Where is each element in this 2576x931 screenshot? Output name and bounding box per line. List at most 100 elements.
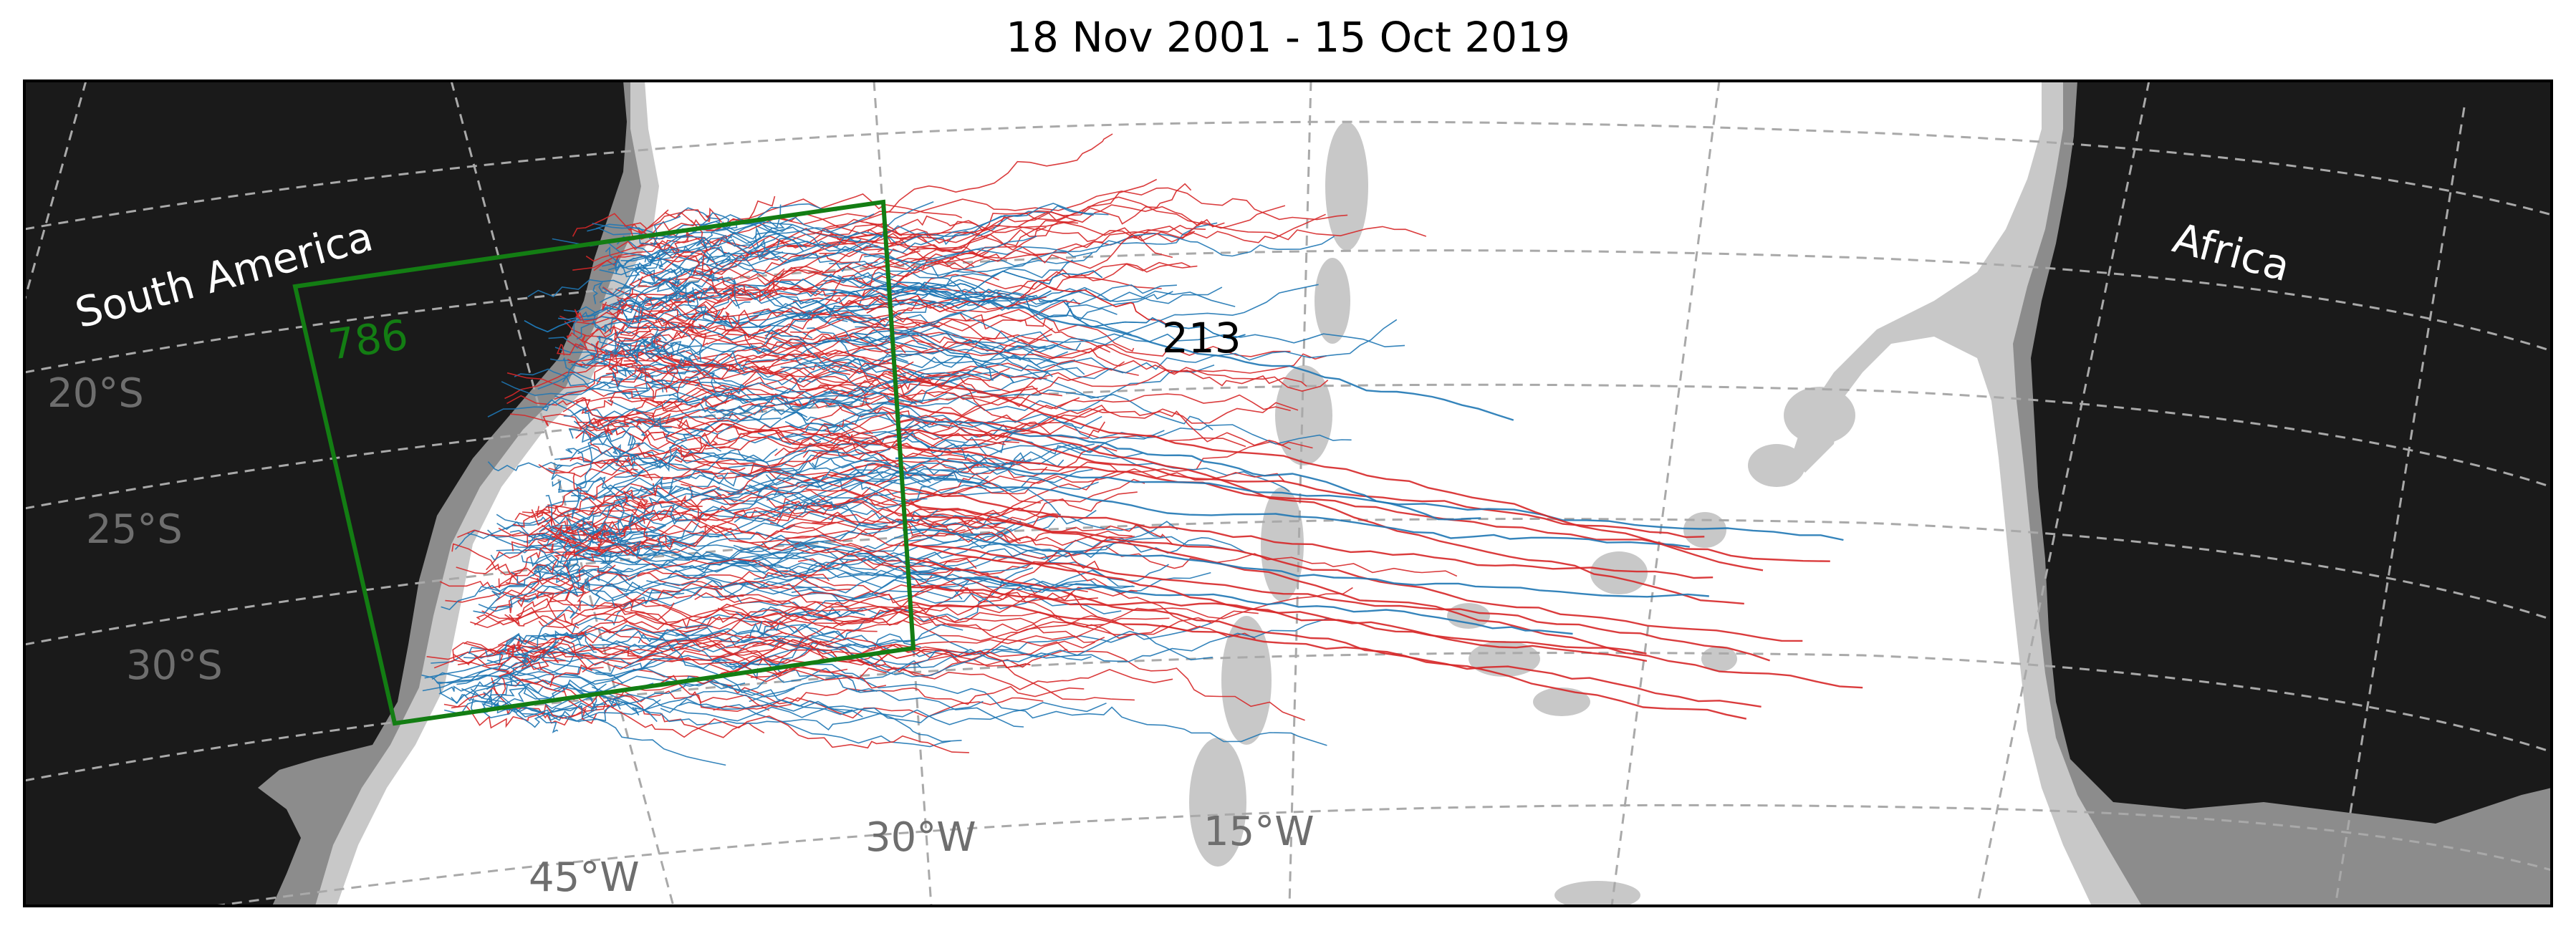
drifter-track xyxy=(811,458,954,483)
drifter-track xyxy=(783,319,1398,419)
drifter-track xyxy=(602,255,716,300)
drifter-track xyxy=(638,621,763,652)
drifter-track xyxy=(717,606,1201,635)
drifter-track xyxy=(463,624,713,666)
drifter-track xyxy=(747,393,1291,476)
drifter-track xyxy=(577,367,1139,432)
drifter-track xyxy=(616,276,734,329)
drifter-track xyxy=(694,344,1059,394)
map-area xyxy=(24,81,2552,906)
drifter-track xyxy=(582,635,1105,673)
drifter-track xyxy=(713,685,1085,711)
drifter-track xyxy=(623,349,1010,385)
drifter-track xyxy=(538,503,809,556)
drifter-track xyxy=(541,524,617,551)
drifter-track xyxy=(822,326,1076,365)
drifter-track xyxy=(774,471,994,503)
drifter-track xyxy=(478,574,591,612)
drifter-track xyxy=(637,569,1135,632)
drifter-track xyxy=(694,592,1259,639)
drifter-track xyxy=(591,340,678,375)
drifter-track xyxy=(479,569,818,593)
drifter-track xyxy=(895,471,1690,548)
drifter-track xyxy=(562,357,664,395)
drifter-track xyxy=(853,330,1014,383)
drifter-track xyxy=(705,373,1047,450)
drifter-track xyxy=(625,227,862,322)
drifter-track xyxy=(511,490,648,551)
drifter-track xyxy=(457,614,878,672)
drifter-track xyxy=(761,535,977,569)
drifter-track xyxy=(527,201,934,298)
drifter-track xyxy=(611,448,746,471)
drifter-track xyxy=(487,354,1085,418)
drifter-track xyxy=(837,221,1206,241)
drifter-track xyxy=(832,326,1329,392)
drifter-track xyxy=(611,350,746,380)
drifter-track xyxy=(883,213,1326,264)
drifter-track xyxy=(643,436,888,479)
drifter-track xyxy=(777,492,1173,546)
drifter-track xyxy=(822,273,1246,339)
drifter-track xyxy=(573,466,1059,526)
drifter-track xyxy=(888,371,1764,571)
drifter-track xyxy=(573,694,969,753)
drifter-track xyxy=(565,589,685,637)
drifter-track xyxy=(558,299,990,330)
drifter-track xyxy=(573,408,808,425)
drifter-track xyxy=(545,434,636,508)
drifter-track xyxy=(624,417,739,467)
drifter-track xyxy=(624,237,788,265)
drifter-track xyxy=(532,522,699,573)
drifter-track xyxy=(640,223,889,282)
drifter-track xyxy=(554,443,778,469)
drifter-track xyxy=(739,559,1170,638)
drifter-track xyxy=(467,486,928,539)
drifter-track xyxy=(474,565,629,626)
drifter-track xyxy=(486,659,1107,725)
drifter-track xyxy=(486,682,658,723)
lat-label-20s: 20°S xyxy=(47,370,144,417)
drifter-track xyxy=(556,321,640,356)
drifter-track xyxy=(614,254,759,291)
drifter-track xyxy=(591,686,962,743)
drifter-track xyxy=(504,629,597,653)
drifter-track xyxy=(593,297,721,323)
drifter-track xyxy=(888,400,1744,605)
drifter-track xyxy=(554,319,697,400)
drifter-track xyxy=(595,620,921,675)
drifter-track xyxy=(685,506,949,526)
lat-label-25s: 25°S xyxy=(86,506,183,553)
drifter-track xyxy=(554,395,837,435)
africa-land xyxy=(2031,81,2552,824)
drifter-track xyxy=(536,468,638,516)
drifter-track xyxy=(837,287,1001,328)
south-america-land xyxy=(24,81,627,906)
drifter-track xyxy=(605,362,701,387)
drifter-track xyxy=(764,183,1192,279)
drifter-track xyxy=(734,480,898,523)
lon-label-15w: 15°W xyxy=(1203,809,1315,855)
drifter-track xyxy=(864,222,1218,264)
drifter-track xyxy=(575,423,853,443)
drifter-tracks xyxy=(421,133,1863,766)
drifter-track xyxy=(902,529,1709,598)
drifter-track xyxy=(663,397,1080,448)
drifter-track xyxy=(650,242,895,308)
drifter-track xyxy=(607,215,1011,274)
drifter-track xyxy=(445,583,787,635)
drifter-track xyxy=(739,462,1099,490)
drifter-track xyxy=(790,226,1196,299)
drifter-track xyxy=(688,486,871,522)
drifter-track xyxy=(582,431,732,455)
drifter-track xyxy=(589,419,710,458)
lon-label-45w: 45°W xyxy=(529,854,640,901)
drifter-track xyxy=(421,624,963,685)
drifter-track xyxy=(585,444,931,501)
drifter-track xyxy=(597,502,741,521)
drifter-track xyxy=(822,407,1292,450)
drifter-track xyxy=(522,509,667,544)
lat-label-30s: 30°S xyxy=(126,642,223,689)
drifter-track xyxy=(786,424,1064,476)
